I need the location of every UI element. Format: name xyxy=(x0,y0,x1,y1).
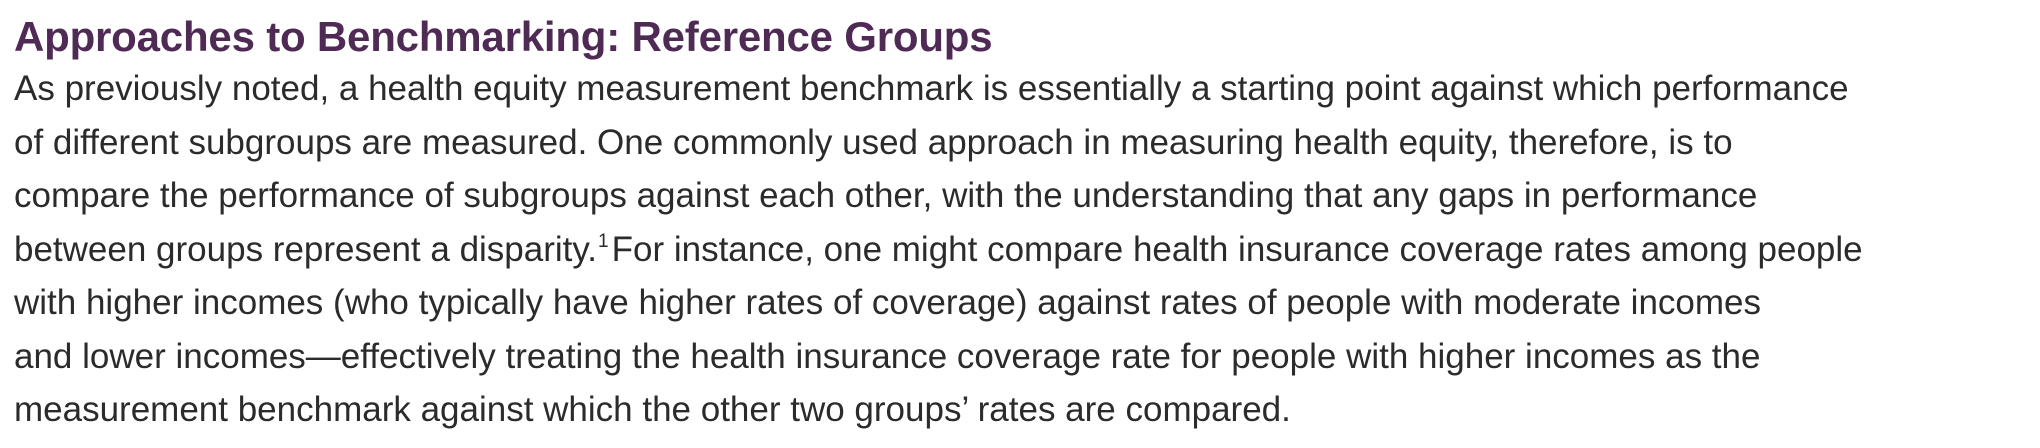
paragraph-line-7: measurement benchmark against which the … xyxy=(14,390,1291,429)
section-heading: Approaches to Benchmarking: Reference Gr… xyxy=(14,13,993,60)
paragraph-line-4: between groups represent a disparity.1Fo… xyxy=(14,223,2024,277)
body-paragraph: As previously noted, a health equity mea… xyxy=(14,62,2024,437)
paragraph-line-1: As previously noted, a health equity mea… xyxy=(14,69,1849,108)
paragraph-line-5: with higher incomes (who typically have … xyxy=(14,283,1762,322)
paragraph-line-2: of different subgroups are measured. One… xyxy=(14,122,1733,162)
paragraph-line-6: and lower incomes—effectively treating t… xyxy=(14,336,1761,376)
paragraph-line-3: compare the performance of subgroups aga… xyxy=(14,176,1758,215)
paragraph-line-4-start: between groups represent a disparity. xyxy=(14,229,598,269)
document-section: Approaches to Benchmarking: Reference Gr… xyxy=(14,12,2024,437)
paragraph-line-4-end: For instance, one might compare health i… xyxy=(611,229,1863,269)
footnote-reference[interactable]: 1 xyxy=(598,230,609,252)
